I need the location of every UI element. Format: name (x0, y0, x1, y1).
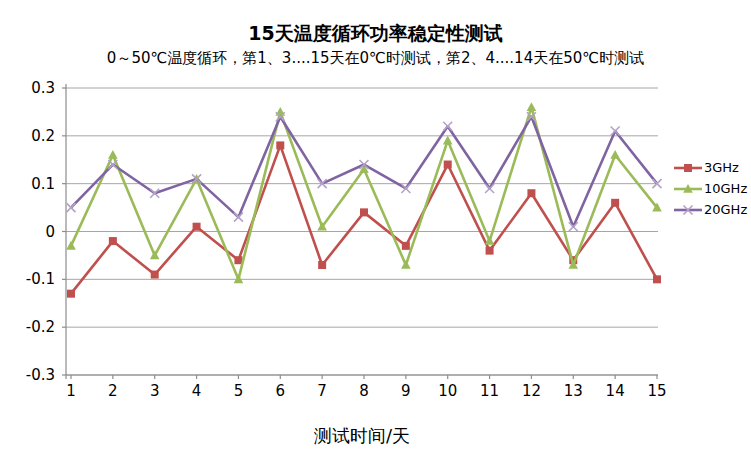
marker-square (109, 237, 117, 245)
x-tick-label: 9 (401, 382, 411, 400)
x-tick-label: 15 (647, 382, 666, 400)
marker-triangle (485, 236, 495, 245)
legend: 3GHz 10GHz 20GHz (674, 160, 747, 217)
marker-square (444, 161, 452, 169)
marker-triangle (108, 150, 118, 159)
x-tick-label: 5 (234, 382, 244, 400)
x-tick-label: 10 (438, 382, 457, 400)
x-tick-label: 6 (276, 382, 286, 400)
marker-triangle (401, 260, 411, 269)
marker-triangle (610, 150, 620, 159)
marker-square (318, 261, 326, 269)
x-tick-label: 1 (66, 382, 76, 400)
x-tick-label: 12 (522, 382, 541, 400)
marker-triangle (66, 241, 76, 250)
legend-marker-square-icon (674, 161, 703, 175)
marker-square (276, 141, 284, 149)
marker-triangle (234, 274, 244, 283)
x-tick-label: 13 (564, 382, 583, 400)
legend-label: 3GHz (704, 160, 739, 175)
axis-tick-labels: 0.30.20.10-0.1-0.2-0.3123456789101112131… (26, 79, 667, 400)
series-lines (66, 102, 662, 298)
y-tick-label: 0.3 (31, 79, 55, 97)
marker-square (684, 164, 692, 172)
marker-square (360, 208, 368, 216)
y-tick-label: -0.3 (26, 366, 55, 384)
legend-marker-triangle-icon (674, 182, 703, 196)
marker-square (486, 247, 494, 255)
marker-square (402, 242, 410, 250)
marker-x (485, 184, 494, 193)
y-tick-label: 0.2 (31, 127, 55, 145)
marker-x (443, 122, 452, 131)
y-tick-label: -0.1 (26, 270, 55, 288)
x-axis-title: 测试时间/天 (66, 424, 658, 448)
legend-marker-x-icon (674, 203, 703, 217)
line-chart-plot: 0.30.20.10-0.1-0.2-0.3123456789101112131… (0, 0, 751, 457)
legend-label: 10GHz (704, 181, 747, 196)
marker-square (151, 271, 159, 279)
legend-item-20GHz: 20GHz (674, 202, 747, 217)
marker-square (527, 189, 535, 197)
marker-x (401, 184, 410, 193)
x-tick-label: 14 (606, 382, 625, 400)
y-tick-label: 0.1 (31, 175, 55, 193)
marker-x (67, 203, 76, 212)
x-tick-label: 4 (192, 382, 202, 400)
y-tick-label: -0.2 (26, 318, 55, 336)
marker-square (653, 275, 661, 283)
marker-square (67, 290, 75, 298)
marker-square (193, 223, 201, 231)
marker-square (611, 199, 619, 207)
x-tick-label: 3 (150, 382, 160, 400)
x-tick-label: 2 (108, 382, 118, 400)
x-tick-label: 7 (317, 382, 327, 400)
series-line-10GHz (71, 107, 657, 279)
x-tick-label: 11 (480, 382, 499, 400)
x-tick-label: 8 (359, 382, 369, 400)
legend-item-3GHz: 3GHz (674, 160, 747, 175)
marker-triangle (443, 136, 453, 145)
marker-triangle (527, 102, 537, 111)
legend-item-10GHz: 10GHz (674, 181, 747, 196)
y-tick-label: 0 (45, 223, 55, 241)
legend-label: 20GHz (704, 202, 747, 217)
